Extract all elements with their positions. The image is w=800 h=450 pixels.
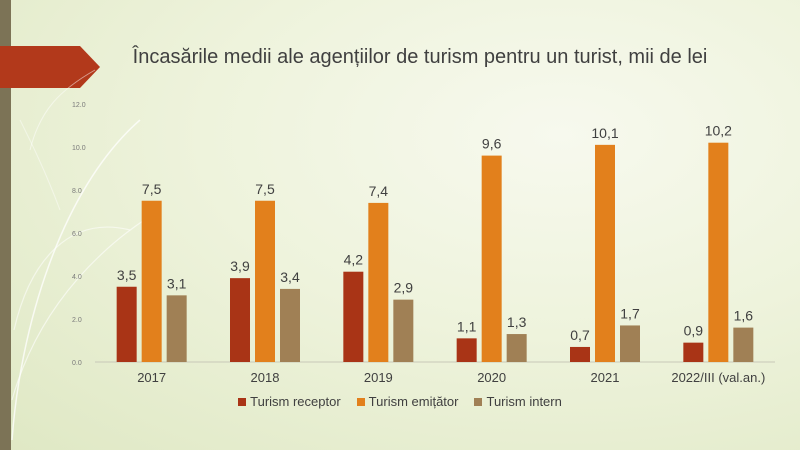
bar-emitator: [708, 142, 729, 362]
bar-intern: [506, 334, 527, 362]
bar-emitator: [368, 202, 389, 362]
data-label-intern: 3,1: [167, 275, 187, 291]
data-label-intern: 1,6: [734, 308, 754, 324]
y-tick-label: 0.0: [72, 360, 82, 367]
bar-receptor: [570, 346, 590, 362]
bar-emitator: [255, 200, 275, 362]
y-tick-label: 10.0: [72, 145, 86, 152]
data-label-intern: 3,4: [280, 269, 300, 285]
data-label-intern: 1,7: [620, 305, 640, 321]
bar-receptor: [230, 278, 250, 362]
x-tick-label: 2017: [137, 370, 166, 385]
y-tick-label: 4.0: [72, 274, 82, 281]
bar-emitator: [595, 144, 615, 362]
bar-receptor: [456, 338, 477, 362]
legend-item-emitator: Turism emițător: [356, 394, 459, 409]
data-label-intern: 1,3: [507, 314, 527, 330]
legend-swatch-receptor: [238, 397, 247, 406]
legend-item-receptor: Turism receptor: [238, 394, 341, 409]
x-tick-label: 2019: [364, 370, 393, 385]
data-label-receptor: 0,9: [684, 323, 704, 339]
data-label-receptor: 4,2: [344, 252, 364, 268]
bar-receptor: [683, 342, 704, 362]
data-label-receptor: 3,9: [230, 258, 250, 274]
x-tick-label: 2021: [591, 370, 620, 385]
bar-intern: [166, 295, 187, 362]
data-label-receptor: 1,1: [457, 318, 477, 334]
y-tick-label: 2.0: [72, 317, 82, 324]
x-tick-label: 2018: [251, 370, 280, 385]
bar-intern: [620, 325, 640, 362]
data-label-emitator: 10,1: [591, 125, 618, 141]
data-label-receptor: 0,7: [570, 327, 590, 343]
y-tick-label: 12.0: [72, 102, 86, 109]
bar-receptor: [343, 271, 364, 362]
x-tick-label: 2022/III (val.an.): [671, 370, 765, 385]
chart-legend: Turism receptor Turism emițător Turism i…: [0, 394, 800, 409]
legend-label-emitator: Turism emițător: [368, 394, 459, 409]
y-tick-label: 8.0: [72, 188, 82, 195]
legend-item-intern: Turism intern: [474, 394, 562, 409]
bar-intern: [393, 299, 414, 362]
decorative-left-bar: [0, 0, 11, 450]
bar-emitator: [481, 155, 502, 362]
x-tick-label: 2020: [477, 370, 506, 385]
data-label-emitator: 7,5: [142, 181, 162, 197]
data-label-receptor: 3,5: [117, 267, 137, 283]
data-label-emitator: 10,2: [705, 123, 732, 139]
bar-receptor: [116, 286, 137, 362]
legend-label-receptor: Turism receptor: [250, 394, 341, 409]
y-tick-label: 6.0: [72, 231, 82, 238]
data-label-emitator: 7,4: [369, 183, 389, 199]
data-label-emitator: 9,6: [482, 136, 502, 152]
bar-emitator: [141, 200, 162, 362]
chart-title: Încasările medii ale agențiilor de turis…: [132, 46, 708, 68]
bar-intern: [733, 327, 754, 362]
data-label-emitator: 7,5: [255, 181, 275, 197]
data-label-intern: 2,9: [394, 280, 414, 296]
legend-swatch-intern: [474, 397, 483, 406]
bar-intern: [280, 288, 300, 362]
legend-swatch-emitator: [356, 397, 365, 406]
legend-label-intern: Turism intern: [486, 394, 562, 409]
